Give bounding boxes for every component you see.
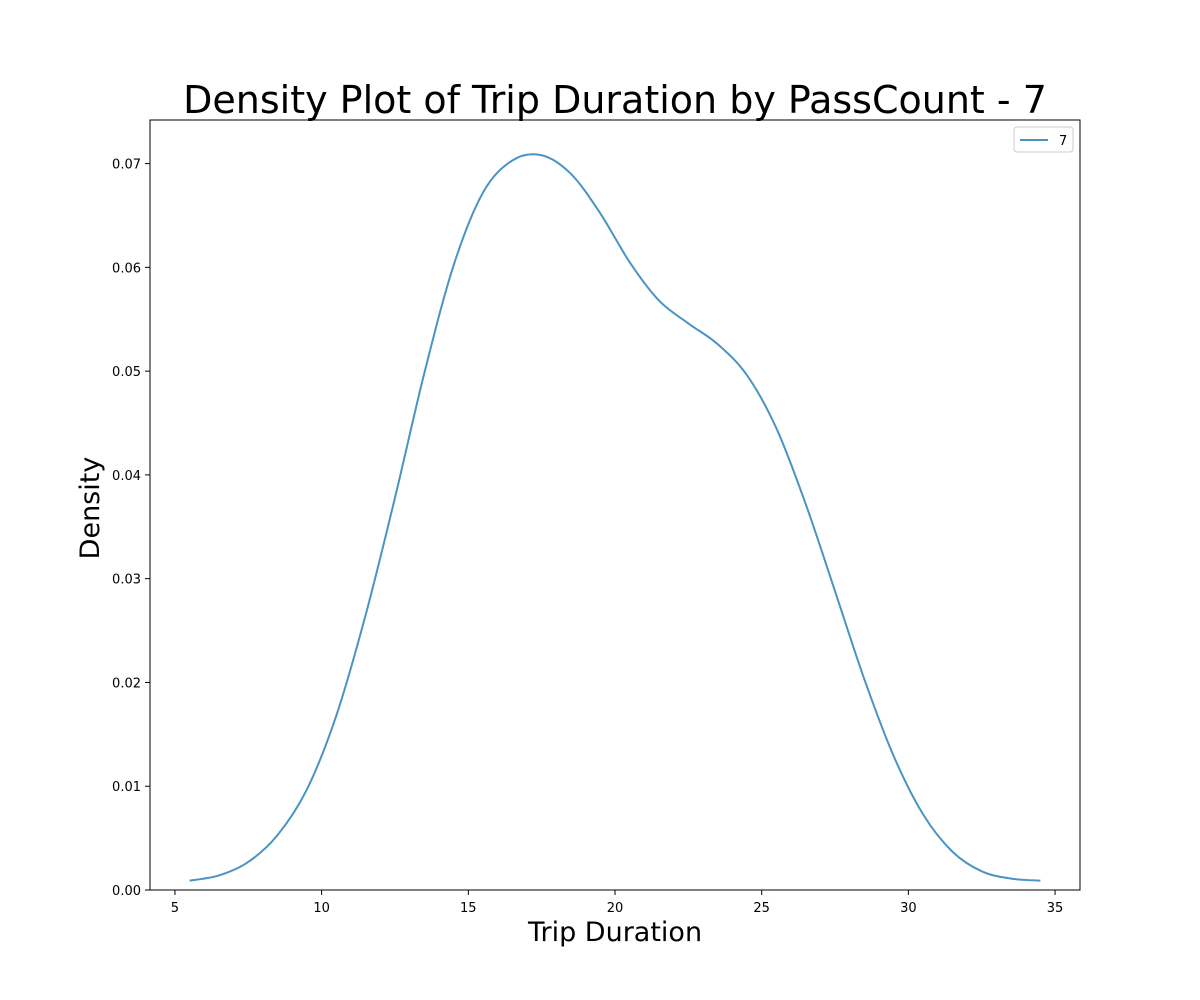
legend: 7 bbox=[1013, 126, 1074, 153]
y-tick-label: 0.02 bbox=[112, 676, 141, 691]
y-tick-label: 0.03 bbox=[112, 573, 141, 588]
x-tick-label: 20 bbox=[607, 901, 624, 916]
density-line-7 bbox=[189, 153, 1041, 882]
x-axis-label: Trip Duration bbox=[527, 917, 702, 948]
series-layer bbox=[189, 153, 1041, 882]
plot-frame bbox=[149, 119, 1081, 891]
legend-label-7: 7 bbox=[1059, 134, 1067, 149]
x-tick-label: 35 bbox=[1047, 901, 1064, 916]
y-tick-label: 0.00 bbox=[112, 884, 141, 899]
y-tick-label: 0.06 bbox=[112, 261, 141, 276]
axis-ticks: 5 10 15 20 25 30 35 0.00 0.01 0.02 0.03 0.04 0.05 0.0… bbox=[112, 158, 1063, 916]
x-tick-label: 30 bbox=[900, 901, 917, 916]
chart-title: Density Plot of Trip Duration by PassCou… bbox=[183, 78, 1047, 122]
x-tick-label: 10 bbox=[313, 901, 330, 916]
x-tick-label: 5 bbox=[171, 901, 179, 916]
y-tick-label: 0.04 bbox=[112, 469, 141, 484]
y-tick-label: 0.05 bbox=[112, 365, 141, 380]
y-axis-label: Density bbox=[75, 457, 106, 560]
x-tick-label: 25 bbox=[753, 901, 770, 916]
y-tick-label: 0.07 bbox=[112, 158, 141, 173]
y-tick-label: 0.01 bbox=[112, 780, 141, 795]
x-tick-label: 15 bbox=[460, 901, 477, 916]
